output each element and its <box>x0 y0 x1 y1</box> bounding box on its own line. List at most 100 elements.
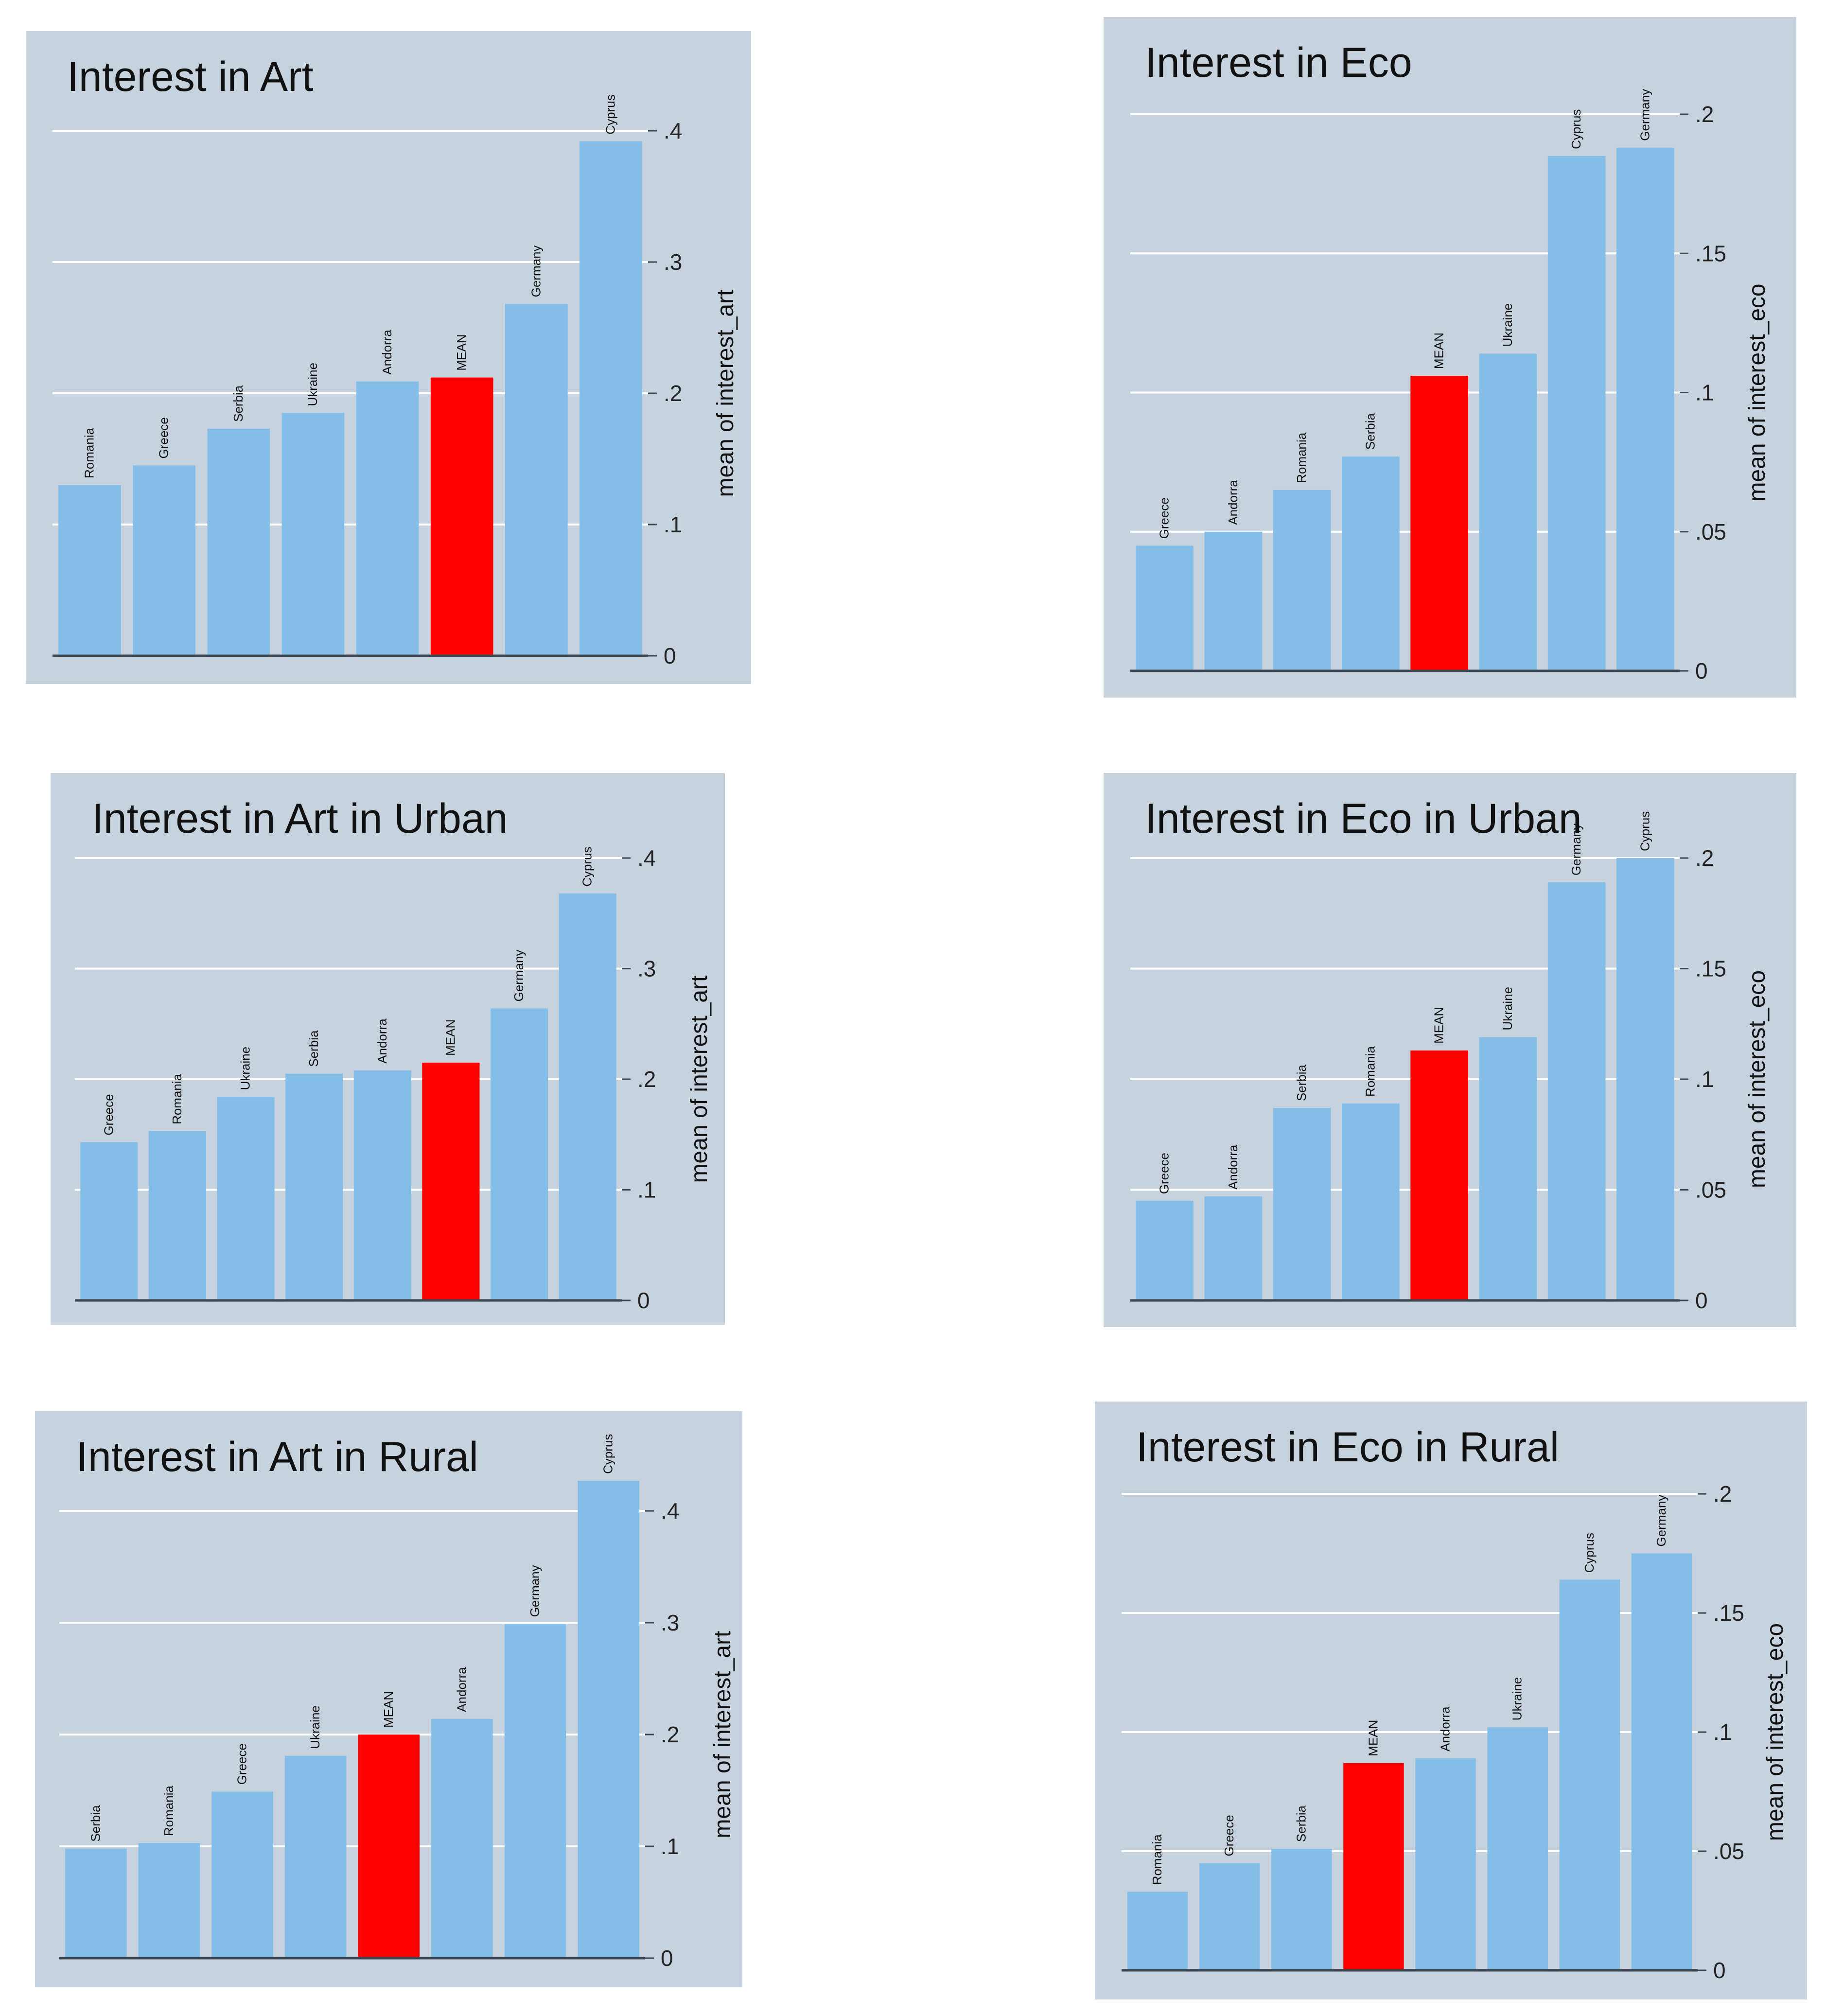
y-axis-title: mean of interest_eco <box>1744 970 1770 1188</box>
chart-panel-art-rural: Interest in Art in Rural 0 .1 .2 .3 .4 Serbia… <box>35 1411 742 1987</box>
y-tick-label: .3 <box>661 1610 679 1635</box>
bar <box>1631 1553 1692 1970</box>
bar <box>58 485 121 656</box>
chart-title: Interest in Eco <box>1145 39 1412 86</box>
chart-panel-art: Interest in Art 0 .1 .2 .3 .4 Romania Greece Se… <box>26 31 751 684</box>
y-tick-label: .1 <box>1713 1719 1732 1745</box>
chart-plot: 0 .05 .1 .15 .2 Romania Greece Serbia MEAN Andorr… <box>1122 1481 1788 1983</box>
y-tick-label: .05 <box>1695 1177 1726 1203</box>
bar-category-label: Andorra <box>380 330 394 375</box>
bar-category-label: MEAN <box>1432 1007 1446 1044</box>
bar-category-label: Serbia <box>1294 1805 1308 1842</box>
y-tick-label: .4 <box>661 1498 679 1524</box>
bar-category-label: Andorra <box>1226 1144 1240 1190</box>
bar <box>1127 1892 1188 1970</box>
bar <box>1342 456 1400 671</box>
chart-panel-eco: Interest in Eco 0 .05 .1 .15 .2 Greece Andorra… <box>1104 17 1796 698</box>
bar-category-label: MEAN <box>1366 1720 1380 1756</box>
bar-category-label: Cyprus <box>1637 811 1652 851</box>
bar <box>148 1131 206 1300</box>
bar <box>138 1843 200 1958</box>
y-tick-label: .2 <box>637 1067 656 1092</box>
bar <box>1136 545 1194 671</box>
bar-category-label: Greece <box>101 1094 116 1135</box>
y-tick-label: .2 <box>661 1722 679 1747</box>
y-tick-label: .15 <box>1695 956 1726 982</box>
bar-category-label: Andorra <box>1226 480 1240 525</box>
bar <box>1271 1849 1332 1970</box>
bar-category-label: Andorra <box>454 1667 469 1712</box>
bar <box>353 1070 411 1300</box>
bar <box>559 893 616 1300</box>
y-tick-label: .2 <box>664 381 682 406</box>
y-tick-label: 0 <box>1713 1958 1726 1983</box>
bar-category-label: Greece <box>157 417 171 458</box>
bar-category-label: Andorra <box>1438 1706 1453 1752</box>
y-axis-title: mean of interest_eco <box>1744 283 1770 501</box>
y-tick-label: .15 <box>1695 241 1726 266</box>
y-axis-title: mean of interest_art <box>710 1631 736 1839</box>
bar-mean <box>422 1062 480 1300</box>
bar-category-label: Greece <box>235 1743 249 1785</box>
y-tick-label: 0 <box>664 643 676 668</box>
bar <box>1479 353 1537 671</box>
y-axis-title: mean of interest_art <box>713 290 738 497</box>
bar-category-label: MEAN <box>1432 333 1446 369</box>
bar <box>431 1718 493 1958</box>
bar <box>1547 882 1606 1300</box>
bar-category-label: Romania <box>1363 1046 1377 1097</box>
bar-category-label: Germany <box>1654 1495 1668 1547</box>
y-axis-title: mean of interest_art <box>686 976 712 1183</box>
bar <box>1273 490 1331 671</box>
chart-panel-eco-rural: Interest in Eco in Rural 0 .05 .1 .15 .2 Roma… <box>1095 1402 1807 1999</box>
bar-category-label: Germany <box>1637 89 1652 141</box>
y-tick-label: .4 <box>664 118 682 143</box>
bar-mean <box>358 1735 420 1958</box>
bar-category-label: Cyprus <box>1569 109 1583 149</box>
y-tick-label: 0 <box>1695 1288 1708 1313</box>
chart-title: Interest in Art in Urban <box>92 795 508 842</box>
bar <box>65 1848 127 1958</box>
bar-category-label: Germany <box>527 1565 542 1617</box>
chart-plot: 0 .05 .1 .15 .2 Greece Andorra Serbia Romania MEA… <box>1130 811 1770 1313</box>
bar <box>211 1791 273 1958</box>
bar-category-label: Serbia <box>1363 413 1377 450</box>
bar-category-label: Ukraine <box>305 363 320 406</box>
bar <box>504 1624 566 1958</box>
y-tick-label: .05 <box>1713 1839 1744 1864</box>
bar-category-label: Serbia <box>231 385 246 422</box>
bar-category-label: Ukraine <box>1510 1677 1525 1721</box>
bar <box>80 1142 138 1300</box>
chart-title: Interest in Art <box>67 53 314 100</box>
bar <box>578 1480 639 1958</box>
bar-mean <box>1410 1050 1468 1300</box>
y-tick-label: .2 <box>1695 845 1714 871</box>
bar <box>1487 1727 1548 1970</box>
bar-category-label: MEAN <box>454 334 469 370</box>
bar <box>1342 1104 1400 1300</box>
y-tick-label: .3 <box>637 956 656 982</box>
bar <box>1616 147 1674 671</box>
bar <box>1204 531 1263 671</box>
y-tick-label: .2 <box>1713 1481 1732 1507</box>
bar-category-label: Romania <box>82 427 97 478</box>
bar <box>217 1097 275 1300</box>
bar-category-label: Germany <box>528 245 543 297</box>
y-tick-label: .1 <box>664 512 682 537</box>
bar-mean <box>1343 1763 1404 1970</box>
bar <box>1559 1579 1620 1970</box>
bar <box>285 1073 343 1300</box>
bar <box>281 413 345 656</box>
y-tick-label: 0 <box>1695 658 1708 684</box>
bar <box>1273 1108 1331 1300</box>
bar-category-label: Germany <box>511 949 526 1001</box>
y-tick-label: .1 <box>661 1834 679 1859</box>
bar-category-label: Cyprus <box>603 94 617 134</box>
bar <box>1415 1758 1476 1970</box>
chart-plot: 0 .1 .2 .3 .4 Greece Romania Ukraine Serbia Andor… <box>75 845 712 1313</box>
bar-category-label: Romania <box>170 1073 184 1124</box>
bar <box>1616 858 1674 1300</box>
chart-title: Interest in Art in Rural <box>76 1434 478 1480</box>
bar-category-label: Ukraine <box>308 1705 322 1749</box>
bar <box>1479 1037 1537 1300</box>
